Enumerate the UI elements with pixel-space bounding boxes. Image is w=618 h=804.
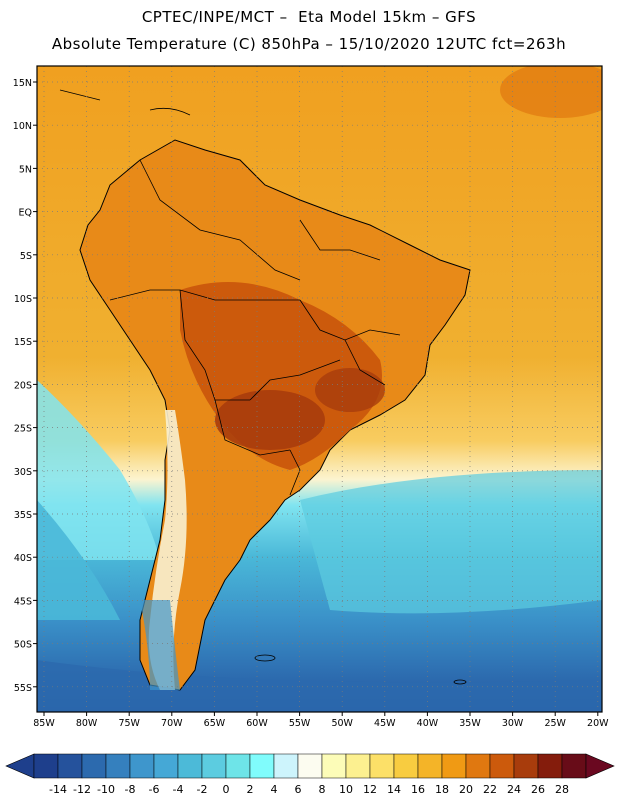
legend-label: 2 bbox=[247, 783, 254, 796]
lat-label: 25S bbox=[14, 424, 32, 435]
lat-label: 35S bbox=[14, 510, 32, 521]
lat-label: 15S bbox=[14, 337, 32, 348]
legend-label: 4 bbox=[271, 783, 278, 796]
legend-swatch bbox=[225, 753, 251, 779]
lat-label: 10S bbox=[14, 294, 32, 305]
legend-swatch bbox=[345, 753, 371, 779]
legend-label: -4 bbox=[173, 783, 184, 796]
legend-swatch bbox=[177, 753, 203, 779]
legend-swatch bbox=[393, 753, 419, 779]
legend-label: -8 bbox=[125, 783, 136, 796]
legend-swatch bbox=[129, 753, 155, 779]
legend-swatch bbox=[465, 753, 491, 779]
lon-label: 30W bbox=[502, 718, 524, 729]
legend-swatch bbox=[321, 753, 347, 779]
lon-label: 75W bbox=[118, 718, 140, 729]
legend-label: 28 bbox=[555, 783, 569, 796]
lat-label: 5S bbox=[20, 251, 32, 262]
lat-label: 30S bbox=[14, 467, 32, 478]
longitude-labels: 85W 80W 75W 70W 65W 60W 55W 50W 45W 40W 35W 30W 25W 2… bbox=[33, 712, 609, 729]
lon-label: 35W bbox=[459, 718, 481, 729]
lon-label: 40W bbox=[417, 718, 439, 729]
legend-label: -14 bbox=[49, 783, 67, 796]
legend-swatch bbox=[537, 753, 563, 779]
legend-swatch bbox=[249, 753, 275, 779]
legend-swatch bbox=[561, 753, 587, 779]
legend-swatch bbox=[273, 753, 299, 779]
lat-label: 45S bbox=[14, 596, 32, 607]
legend-swatch bbox=[297, 753, 323, 779]
color-scale-legend: -14 -12 -10 -8 -6 -4 -2 0 2 4 6 8 10 12 14 16 18 20 22 24 26… bbox=[5, 753, 615, 796]
lat-label: EQ bbox=[19, 208, 32, 219]
legend-label: 6 bbox=[295, 783, 302, 796]
lat-label: 50S bbox=[14, 640, 32, 651]
legend-label: 24 bbox=[507, 783, 521, 796]
lon-label: 70W bbox=[161, 718, 183, 729]
legend-swatch bbox=[153, 753, 179, 779]
map-frame bbox=[36, 65, 603, 713]
legend-swatch bbox=[513, 753, 539, 779]
legend-swatch bbox=[369, 753, 395, 779]
legend-swatch bbox=[81, 753, 107, 779]
legend-label: 0 bbox=[223, 783, 230, 796]
chart-title-line-2: Absolute Temperature (C) 850hPa – 15/10/… bbox=[51, 35, 567, 53]
legend-label: 12 bbox=[363, 783, 377, 796]
lat-label: 55S bbox=[14, 683, 32, 694]
legend-arrow-left bbox=[5, 753, 35, 779]
legend-label: 14 bbox=[387, 783, 401, 796]
lon-label: 45W bbox=[374, 718, 396, 729]
lon-label: 55W bbox=[289, 718, 311, 729]
legend-arrow-right bbox=[585, 753, 615, 779]
legend-swatch bbox=[417, 753, 443, 779]
legend-swatch bbox=[105, 753, 131, 779]
lat-label: 5N bbox=[19, 164, 32, 175]
lon-label: 25W bbox=[544, 718, 566, 729]
legend-label: 20 bbox=[459, 783, 473, 796]
chart-title-line-1: CPTEC/INPE/MCT – Eta Model 15km – GFS bbox=[141, 8, 477, 26]
lon-label: 85W bbox=[33, 718, 55, 729]
lat-label: 20S bbox=[14, 380, 32, 391]
legend-label: -10 bbox=[97, 783, 115, 796]
legend-label: 10 bbox=[339, 783, 353, 796]
lat-label: 15N bbox=[13, 78, 32, 89]
lon-label: 50W bbox=[331, 718, 353, 729]
legend-label: 18 bbox=[435, 783, 449, 796]
lon-label: 80W bbox=[76, 718, 98, 729]
latitude-labels: 15N 10N 5N EQ 5S 10S 15S 20S 25S 30S 35S 40S 45S 50S 5… bbox=[13, 78, 37, 694]
lat-label: 10N bbox=[13, 121, 32, 132]
legend-label: 22 bbox=[483, 783, 497, 796]
legend-swatch bbox=[33, 753, 59, 779]
lon-label: 20W bbox=[587, 718, 609, 729]
legend-label: -2 bbox=[197, 783, 208, 796]
legend-swatch bbox=[489, 753, 515, 779]
lat-label: 40S bbox=[14, 553, 32, 564]
legend-label: 16 bbox=[411, 783, 425, 796]
legend-label: -12 bbox=[73, 783, 91, 796]
legend-label: 26 bbox=[531, 783, 545, 796]
lon-label: 65W bbox=[204, 718, 226, 729]
legend-swatch bbox=[201, 753, 227, 779]
legend-label: -6 bbox=[149, 783, 160, 796]
country-borders bbox=[109, 159, 401, 496]
legend-swatch bbox=[441, 753, 467, 779]
graticule bbox=[37, 66, 602, 712]
legend-label: 8 bbox=[319, 783, 326, 796]
map-field bbox=[37, 66, 602, 712]
legend-swatch bbox=[57, 753, 83, 779]
lon-label: 60W bbox=[246, 718, 268, 729]
